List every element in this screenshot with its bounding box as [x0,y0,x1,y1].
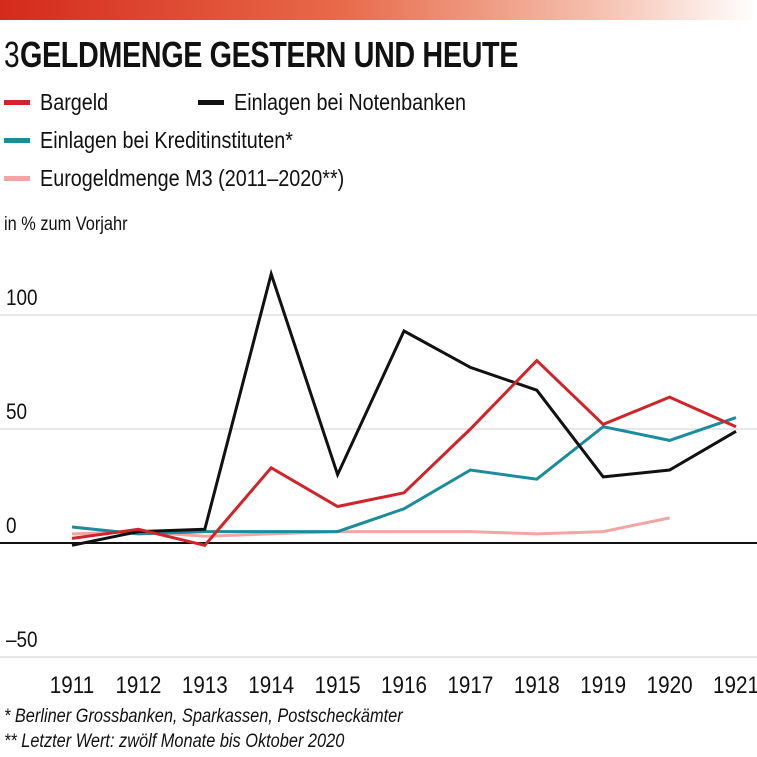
legend-swatch-notenbanken [198,99,224,105]
series-line-1 [71,268,737,547]
chart-number: 3 [4,34,20,75]
chart-header: 3 GELDMENGE GESTERN UND HEUTE [4,34,643,75]
x-tick-label: 1918 [514,672,560,699]
footnote-2: ** Letzter Wert: zwölf Monate bis Oktobe… [4,731,345,752]
legend-swatch-kreditinstitute [4,137,30,143]
legend-label-kreditinstitute: Einlagen bei Kreditinstituten* [40,126,293,153]
x-tick-label: 1916 [381,672,427,699]
legend-item-m3: Eurogeldmenge M3 (2011–2020**) [4,164,394,192]
x-tick-label: 1915 [315,672,361,699]
y-axis-unit-label: in % zum Vorjahr [4,214,128,235]
legend-item-notenbanken: Einlagen bei Notenbanken [198,88,504,116]
x-tick-label: 1921 [713,672,757,699]
footnote-1: * Berliner Grossbanken, Sparkassen, Post… [4,706,403,727]
series-line-2 [71,416,737,536]
y-tick-label: 100 [6,286,38,311]
x-tick-label: 1912 [115,672,161,699]
legend-label-m3: Eurogeldmenge M3 (2011–2020**) [40,164,345,191]
x-tick-label: 1920 [647,672,693,699]
x-tick-label: 1919 [580,672,626,699]
legend-label-notenbanken: Einlagen bei Notenbanken [234,88,467,115]
legend-label-bargeld: Bargeld [40,88,109,115]
y-tick-label: 50 [6,400,27,425]
y-tick-label: 0 [6,514,17,539]
y-tick-label: –50 [6,628,38,653]
x-tick-label: 1917 [447,672,493,699]
series-line-0 [71,358,737,547]
x-tick-label: 1911 [50,672,94,699]
x-tick-label: 1913 [182,672,228,699]
legend-swatch-bargeld [4,99,30,105]
legend-item-kreditinstitute: Einlagen bei Kreditinstituten* [4,126,334,154]
chart-title: GELDMENGE GESTERN UND HEUTE [20,34,519,75]
legend-swatch-m3 [4,175,30,181]
legend-item-bargeld: Bargeld [4,88,119,116]
x-tick-label: 1914 [248,672,294,699]
top-accent-bar [0,0,757,20]
